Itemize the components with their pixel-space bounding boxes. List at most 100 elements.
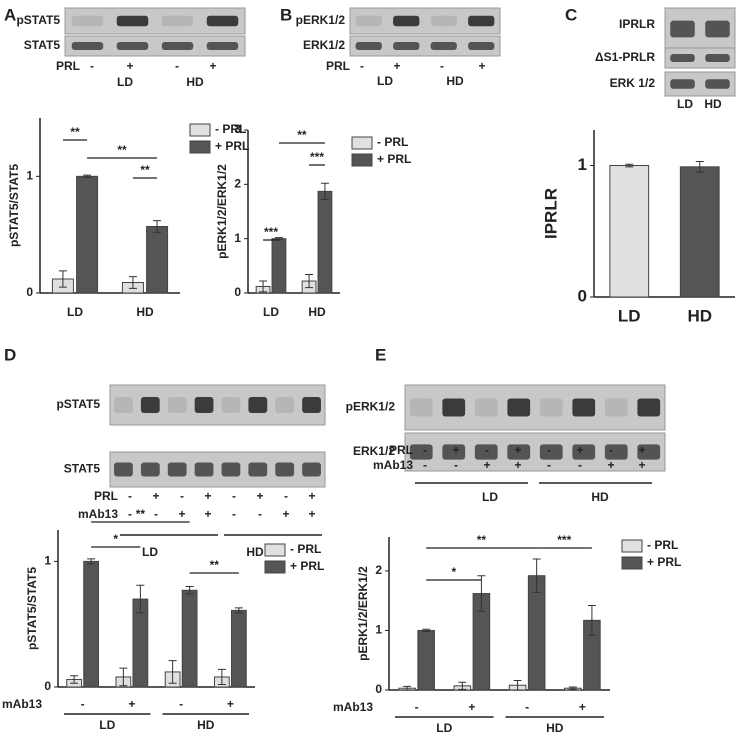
blot-band	[670, 54, 695, 62]
blot-row-label: IPRLR	[619, 17, 655, 31]
treatment-sign: -	[485, 443, 489, 457]
group-label: HD	[246, 545, 264, 559]
x-tick-label: -	[81, 697, 85, 711]
blot-band	[221, 462, 241, 477]
blot-row-label: STAT5	[24, 38, 61, 52]
blot-band	[474, 398, 498, 417]
blot-band	[507, 398, 531, 417]
group-label: HD	[591, 490, 609, 504]
x-tick-label: +	[468, 700, 475, 714]
x-tick-label: HD	[687, 306, 712, 325]
error-bar	[234, 607, 243, 614]
treatment-sign: +	[638, 443, 645, 457]
error-bar	[403, 685, 412, 691]
blot-band	[355, 15, 382, 27]
significance-label: **	[210, 558, 220, 572]
blot-row-label: pSTAT5	[56, 397, 100, 411]
significance-label: **	[136, 507, 146, 521]
group-label: LD	[117, 75, 133, 89]
treatment-sign: -	[360, 59, 364, 73]
y-axis-label: pERK1/2/ERK1/2	[215, 164, 229, 259]
legend-swatch	[351, 136, 373, 150]
significance-label: **	[297, 128, 307, 142]
treatment-sign: -	[578, 458, 582, 472]
blot-band	[604, 398, 628, 417]
x-axis-label: mAb13	[2, 697, 42, 711]
panel-letter: B	[280, 5, 292, 24]
blot-band	[468, 15, 495, 27]
error-bar	[70, 675, 79, 684]
treatment-sign: +	[638, 458, 645, 472]
y-tick-label: 3	[234, 122, 241, 136]
blot-band	[670, 79, 695, 89]
treatment-sign: +	[514, 458, 521, 472]
error-bar	[305, 274, 314, 289]
blot-band	[442, 444, 466, 460]
group-label: HD	[197, 718, 215, 732]
error-bar	[532, 558, 541, 593]
bar	[609, 165, 650, 298]
blot-band	[430, 15, 457, 27]
significance-label: ***	[557, 533, 571, 547]
x-tick-label: +	[579, 700, 586, 714]
y-axis-label: pERK1/2/ERK1/2	[356, 566, 370, 661]
blot-band	[302, 462, 321, 477]
y-tick-label: 1	[234, 231, 241, 245]
legend-label: - PRL	[647, 538, 678, 552]
error-bar	[128, 276, 137, 289]
blot-band	[167, 462, 187, 477]
blot-band	[167, 397, 187, 413]
significance-label: ***	[264, 225, 278, 239]
blot-band	[539, 444, 563, 460]
legend-label: - PRL	[215, 122, 246, 136]
group-label: HD	[546, 721, 564, 735]
blot-band	[355, 42, 382, 50]
group-label: LD	[677, 97, 693, 111]
treatment-sign: -	[128, 489, 132, 503]
treatment-label: PRL	[56, 59, 80, 73]
group-label: LD	[99, 718, 115, 732]
legend-label: + PRL	[647, 555, 681, 569]
x-tick-label: +	[128, 697, 135, 711]
y-tick-label: 0	[26, 285, 33, 299]
panel-letter: A	[4, 5, 16, 24]
treatment-sign: -	[284, 489, 288, 503]
blot-band	[637, 444, 661, 460]
bar	[230, 609, 247, 688]
x-tick-label: -	[415, 700, 419, 714]
legend-swatch	[264, 543, 286, 557]
blot-band	[116, 42, 149, 50]
treatment-sign: +	[178, 507, 185, 521]
error-bar	[513, 679, 522, 691]
blot-band	[468, 42, 495, 50]
blot-band	[409, 398, 433, 417]
significance-label: **	[140, 163, 150, 177]
treatment-sign: -	[128, 507, 132, 521]
treatment-sign: -	[454, 458, 458, 472]
error-bar	[458, 681, 467, 690]
blot-band	[507, 444, 531, 460]
blot-band	[161, 42, 194, 50]
legend-label: - PRL	[377, 135, 408, 149]
error-bar	[320, 182, 329, 201]
significance-label: **	[117, 143, 127, 157]
blot-band	[71, 15, 104, 27]
blot-band	[206, 42, 239, 50]
group-label: HD	[704, 97, 722, 111]
bar	[317, 190, 333, 294]
blot-band	[221, 397, 241, 413]
treatment-sign: +	[204, 489, 211, 503]
x-tick-label: -	[525, 700, 529, 714]
blot-band	[194, 397, 214, 413]
panel-letter: C	[565, 5, 577, 24]
blot-band	[140, 462, 160, 477]
legend-label: - PRL	[290, 542, 321, 556]
significance-label: *	[451, 565, 456, 579]
blot-strip	[349, 35, 501, 57]
y-tick-label: 0	[234, 285, 241, 299]
treatment-label: mAb13	[78, 507, 118, 521]
treatment-sign: -	[154, 507, 158, 521]
treatment-sign: +	[576, 443, 583, 457]
y-axis-label: pSTAT5/STAT5	[7, 164, 21, 247]
